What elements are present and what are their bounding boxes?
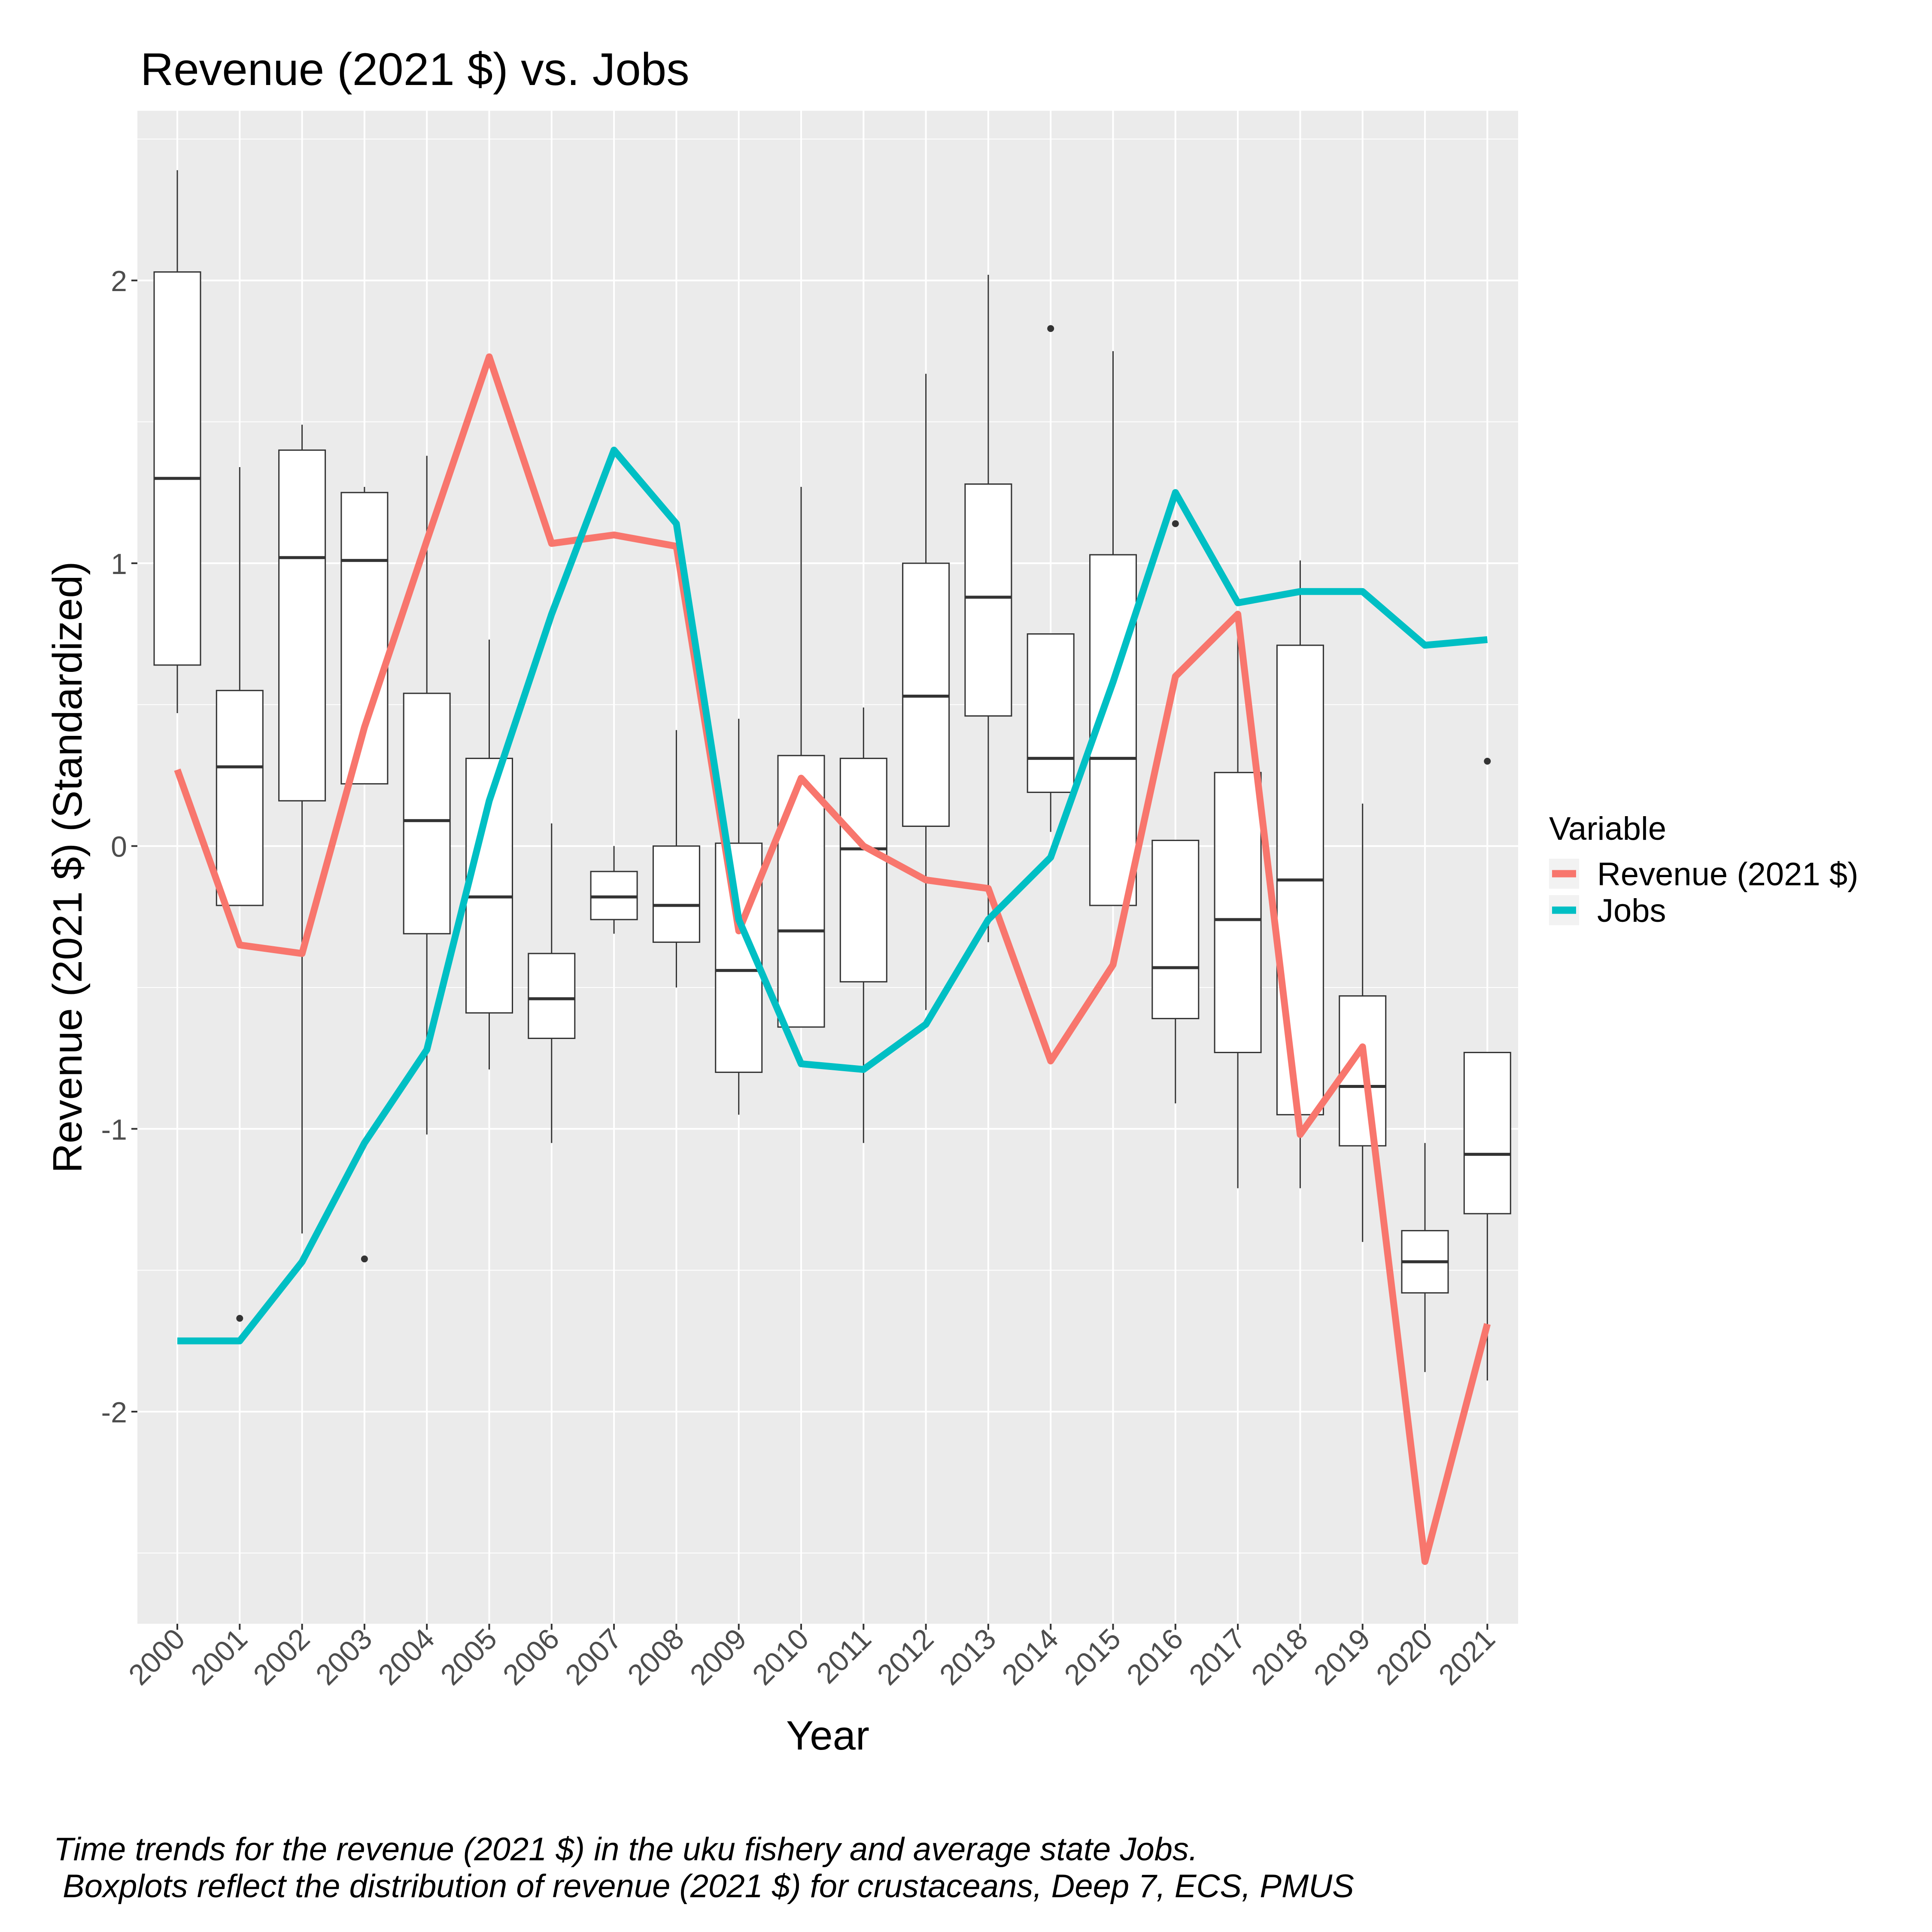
box [1214,772,1262,1053]
chart-title: Revenue (2021 $) vs. Jobs [140,43,690,95]
y-axis: -2 -1 0 1 2 [101,265,137,1429]
boxplot-2014 [1027,325,1075,832]
x-tick-label: 2005 [434,1622,503,1692]
legend: Variable Revenue (2021 $) Jobs [1549,811,1858,929]
boxplot-2010 [777,487,825,1028]
boxplot-2006 [528,823,576,1143]
box [278,449,326,802]
boxplot-2020 [1401,1143,1449,1372]
x-tick-label: 2020 [1370,1622,1439,1692]
x-tick-label: 2002 [247,1622,316,1692]
series-line-revenue-2021 [174,353,1491,1565]
caption-line-2: Boxplots reflect the distribution of rev… [54,1868,1354,1905]
boxplot-2009 [715,719,763,1115]
outlier-point [361,1255,368,1263]
boxplot-2018 [1276,560,1324,1188]
x-tick-label: 2021 [1432,1622,1501,1692]
boxplot-2007 [590,846,638,934]
outlier-point [1484,757,1491,765]
outlier-point [236,1315,243,1322]
boxplot-2013 [964,275,1012,942]
x-tick-label: 2009 [684,1622,753,1692]
outlier-point [1047,325,1054,332]
x-tick-label: 2008 [621,1622,690,1692]
x-tick-label: 2004 [372,1622,441,1692]
box [528,953,576,1039]
x-tick-label: 2000 [122,1622,191,1692]
boxplot-2008 [652,730,700,987]
boxplot-2021 [1463,757,1511,1381]
x-tick-label: 2006 [497,1622,566,1692]
x-tick-label: 2015 [1058,1622,1127,1692]
box [153,271,201,666]
x-tick-label: 2017 [1183,1622,1252,1692]
series-line-jobs [177,447,1488,1345]
x-tick-label: 2007 [559,1622,628,1692]
x-tick-label: 2012 [871,1622,940,1692]
outlier-point [1172,520,1179,527]
y-tick-label: -1 [101,1113,127,1146]
boxplot-2004 [403,456,451,1135]
box [839,757,887,983]
y-axis-title: Revenue (2021 $) (Standardized) [45,562,91,1173]
y-tick-label: 1 [111,548,127,580]
box [652,845,700,943]
box [1151,839,1200,1019]
box [1463,1051,1511,1215]
x-tick-label: 2019 [1308,1622,1377,1692]
box [777,755,825,1028]
y-tick-label: -2 [101,1396,127,1429]
x-tick-label: 2011 [810,1622,878,1690]
box [1027,633,1075,793]
legend-title: Variable [1549,811,1666,847]
legend-label-jobs: Jobs [1597,893,1666,929]
y-tick-label: 0 [111,831,127,863]
y-tick-label: 2 [111,265,127,298]
box [403,693,451,935]
boxplot-2011 [839,707,887,1143]
legend-label-revenue: Revenue (2021 $) [1597,856,1858,893]
boxplot-2002 [278,425,326,1234]
x-tick-label: 2018 [1245,1622,1314,1692]
boxplot-2016 [1151,520,1200,1104]
x-axis-title: Year [786,1713,869,1759]
box [216,690,264,906]
caption-line-1: Time trends for the revenue (2021 $) in … [54,1831,1198,1868]
x-tick-label: 2010 [746,1622,815,1692]
box [715,842,763,1073]
boxplot-2012 [902,374,950,1010]
x-tick-label: 2001 [185,1622,254,1692]
x-tick-label: 2013 [933,1622,1002,1692]
x-axis: 2000200120022003200420052006200720082009… [122,1622,1501,1692]
boxplot-2001 [216,467,264,1322]
box [964,483,1012,717]
x-tick-label: 2016 [1121,1622,1190,1692]
series-lines [174,353,1491,1565]
boxplot-2000 [153,170,201,714]
x-tick-label: 2003 [310,1622,379,1692]
x-tick-label: 2014 [996,1622,1065,1692]
